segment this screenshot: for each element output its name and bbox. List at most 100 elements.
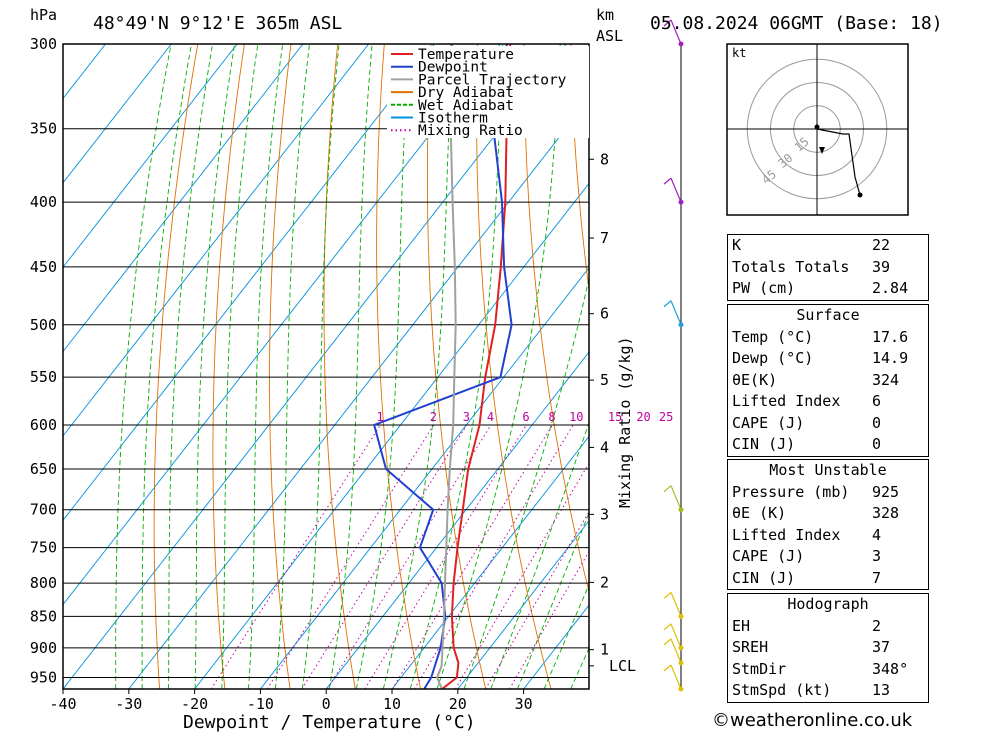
- hodograph-unit: kt: [732, 46, 746, 60]
- isotherm-line: [63, 44, 501, 606]
- mixing-ratio-line: [266, 424, 435, 689]
- pressure-tick-label: 300: [30, 35, 57, 53]
- indices-surface-panel: Surface Temp (°C) 17.6 Dewp (°C) 14.9 θE(K…: [727, 304, 929, 457]
- dry-adiabat-line: [944, 44, 1000, 689]
- height-unit-km: km: [596, 6, 614, 24]
- x-tick-label: 0: [322, 695, 331, 713]
- wind-barb-flag: [663, 300, 672, 308]
- indices-hodograph-panel: Hodograph EH 2 SREH 37 StmDir 348° StmSpd (…: [727, 593, 929, 703]
- dry-adiabat-line: [426, 44, 487, 689]
- mu-row-pressure: Pressure (mb) 925: [732, 482, 900, 501]
- isotherm-line: [63, 44, 567, 689]
- mixing-ratio-line: [391, 424, 553, 689]
- dry-adiabat-line: [991, 44, 1000, 689]
- height-unit-asl: ASL: [596, 27, 623, 45]
- wind-barb-flag: [663, 485, 672, 493]
- mu-title: Most Unstable: [769, 461, 887, 479]
- pressure-tick-label: 750: [30, 539, 57, 557]
- hodograph-trace: [816, 128, 861, 196]
- x-tick-label: 30: [515, 695, 533, 713]
- x-tick-label: -40: [49, 695, 76, 713]
- copyright-footer[interactable]: ©weatheronline.co.uk: [712, 710, 913, 731]
- background-lines: [0, 44, 1000, 689]
- wet-adiabat-line: [436, 44, 561, 689]
- mixing-ratio-line: [327, 424, 492, 689]
- temperature-profile: [441, 44, 512, 689]
- hodograph-end-dot: [857, 192, 863, 198]
- index-row-k: K 22: [732, 236, 891, 254]
- legend-label: Isotherm: [418, 111, 488, 127]
- pressure-tick-label: 400: [30, 193, 57, 211]
- surface-title: Surface: [796, 306, 860, 324]
- x-tick-label: -30: [115, 695, 142, 713]
- wet-adiabat-line: [543, 583, 589, 689]
- pressure-tick-label: 450: [30, 258, 57, 276]
- wind-barb-staff: [670, 623, 682, 649]
- indices-basic-panel: K 22 Totals Totals 39 PW (cm) 2.84: [727, 234, 929, 301]
- x-tick-label: -10: [247, 695, 274, 713]
- isotherm-line: [63, 44, 238, 268]
- surface-row-dewp: Dewp (°C) 14.9: [732, 349, 909, 367]
- mu-row-li: Lifted Index 4: [732, 525, 882, 544]
- wet-adiabat-line: [248, 44, 284, 689]
- wind-barb-flag: [663, 591, 672, 599]
- indices-mu-panel: Most Unstable Pressure (mb) 925 θE (K) 328…: [727, 459, 929, 590]
- mixing-ratio-label: 25: [659, 410, 673, 424]
- isotherm-line: [63, 44, 304, 353]
- wet-adiabat-line: [382, 44, 454, 689]
- wet-adiabat-line: [115, 44, 172, 689]
- height-tick-label: 7: [600, 229, 609, 247]
- legend-label: Temperature: [418, 47, 514, 63]
- axes: 1 2 3 4 6 8 10 15 20 2530035040045050055060065070…: [30, 35, 673, 713]
- isotherm-line: [457, 520, 589, 689]
- surface-row-li: Lifted Index 6: [732, 392, 882, 410]
- index-row-pw: PW (cm) 2.84: [732, 279, 909, 297]
- mixing-ratio-label: 8: [548, 410, 555, 424]
- hodo-title: Hodograph: [787, 595, 869, 613]
- mixing-ratio-label: 10: [569, 410, 583, 424]
- mixing-ratio-label: 2: [430, 410, 437, 424]
- isotherm-line: [63, 44, 106, 100]
- pressure-unit: hPa: [30, 6, 57, 24]
- isotherm-line: [63, 44, 370, 437]
- wind-barb-staff: [670, 300, 682, 325]
- wind-barb-staff: [670, 177, 682, 203]
- wind-barb-staff: [670, 638, 682, 664]
- wind-barb-staff: [670, 485, 682, 510]
- height-tick-label: 8: [600, 150, 609, 168]
- legend-label: Parcel Trajectory: [418, 72, 567, 88]
- mixing-ratio-label: 20: [636, 410, 650, 424]
- mixing-ratio-line: [485, 510, 589, 689]
- mixing-ratio-label: 3: [463, 410, 470, 424]
- dry-adiabat-line: [212, 44, 245, 689]
- mixing-ratio-line: [413, 424, 574, 689]
- wet-adiabat-line: [301, 44, 340, 689]
- wet-adiabat-line: [516, 511, 589, 689]
- wind-barb-flag: [663, 664, 672, 672]
- isotherm-line: [63, 44, 172, 184]
- isotherm-line: [0, 44, 40, 689]
- wind-barb-flag: [663, 623, 672, 631]
- mu-row-cape: CAPE (J) 3: [732, 547, 882, 565]
- hodograph-start-dot: [814, 124, 820, 130]
- surface-row-cape: CAPE (J) 0: [732, 413, 882, 432]
- wet-adiabat-line: [274, 44, 310, 689]
- hodo-row-stmspd: StmSpd (kt) 13: [732, 681, 891, 699]
- index-row-totals: Totals Totals 39: [732, 257, 891, 276]
- pressure-tick-label: 950: [30, 669, 57, 687]
- x-axis-label: Dewpoint / Temperature (°C): [183, 712, 476, 733]
- surface-row-thetae: θE(K) 324: [732, 370, 900, 389]
- location-title: 48°49'N 9°12'E 365m ASL: [93, 13, 342, 34]
- height-tick-label: 1: [600, 641, 609, 659]
- legend-label: Dry Adiabat: [418, 85, 514, 101]
- wind-barb-flag: [663, 177, 672, 185]
- wind-barb-flag: [663, 19, 672, 27]
- pressure-tick-label: 850: [30, 607, 57, 625]
- isotherm-line: [128, 98, 589, 689]
- dry-adiabat-line: [323, 44, 356, 689]
- height-tick-label: 4: [600, 438, 609, 456]
- mixing-ratio-line: [509, 550, 589, 689]
